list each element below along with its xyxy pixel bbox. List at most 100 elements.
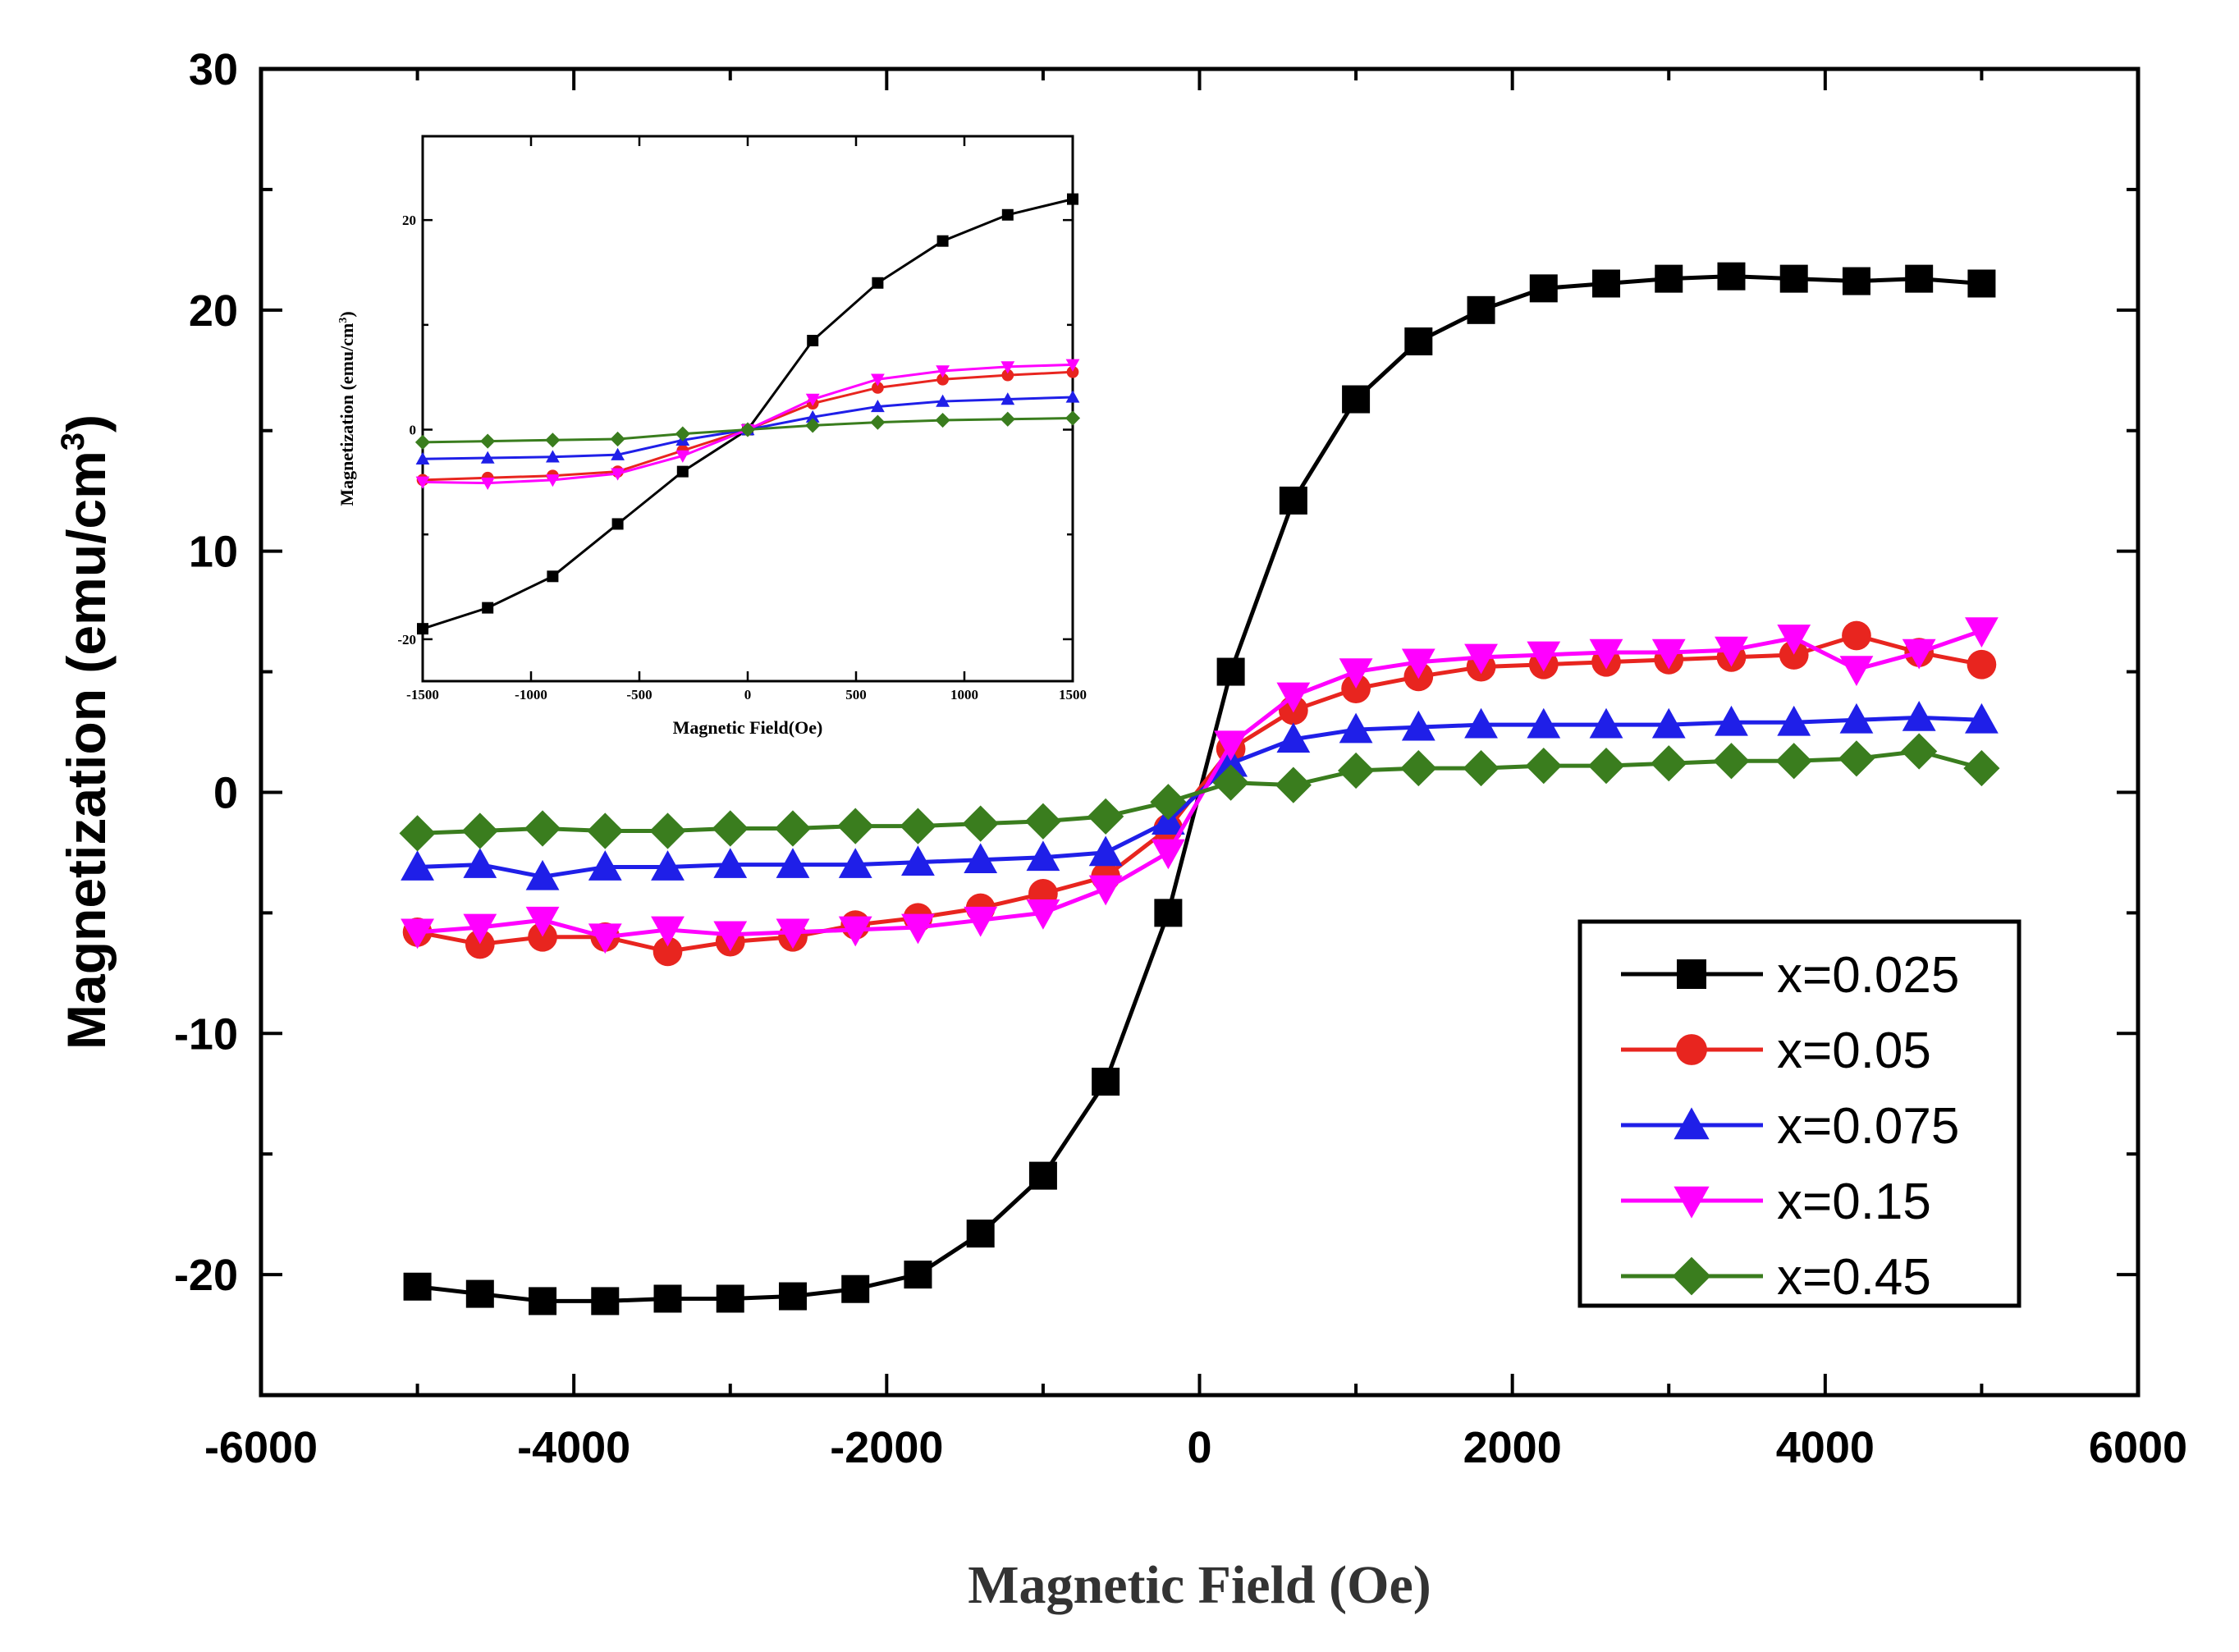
data-point <box>399 815 436 852</box>
series-line <box>417 749 1983 835</box>
data-point <box>778 1282 807 1311</box>
inset-data-point <box>805 418 821 433</box>
data-point <box>1339 658 1373 689</box>
data-point <box>1028 1161 1057 1190</box>
data-point <box>401 918 434 950</box>
inset-data-point <box>1000 392 1015 405</box>
inset-y-tick-label: 0 <box>410 423 417 438</box>
data-point <box>1775 743 1812 780</box>
data-point <box>1275 767 1312 803</box>
y-tick-label: 10 <box>189 528 238 577</box>
data-point <box>713 848 748 878</box>
inset-data-point <box>936 365 950 378</box>
data-point <box>776 918 810 950</box>
data-point <box>587 812 624 849</box>
data-point <box>651 850 685 881</box>
data-point <box>1212 764 1249 801</box>
data-point <box>1651 638 1686 670</box>
data-point <box>529 1287 557 1316</box>
inset-data-point <box>676 465 689 478</box>
inset-data-point <box>1000 411 1015 427</box>
inset-x-tick-label: 1000 <box>950 687 978 702</box>
inset-data-point <box>611 518 624 530</box>
data-point <box>713 921 748 952</box>
inset-y-axis-title-sup: 3 <box>337 318 350 323</box>
inset-data-point <box>807 335 819 346</box>
legend-marker <box>1676 1034 1707 1065</box>
data-point <box>1967 269 1996 298</box>
data-point <box>1839 656 1874 687</box>
inset-data-point <box>480 477 495 491</box>
inset-data-point <box>415 476 430 489</box>
data-point <box>588 850 622 881</box>
data-point <box>1842 620 1871 651</box>
inset-data-point <box>1001 208 1014 221</box>
data-point <box>1839 702 1874 734</box>
inset-data-point <box>610 431 625 447</box>
data-point <box>1965 702 1999 734</box>
x-tick-label: -2000 <box>830 1423 943 1472</box>
inset-data-point <box>1066 365 1079 378</box>
data-point <box>1779 640 1809 670</box>
data-point <box>716 1284 744 1313</box>
data-point <box>1088 835 1123 867</box>
data-point <box>1150 784 1187 821</box>
y-axis-title-sup: 3 <box>55 432 91 451</box>
x-tick-label: 0 <box>1187 1423 1211 1472</box>
inset-data-point <box>871 400 885 413</box>
data-point <box>837 808 874 844</box>
data-point <box>901 845 935 876</box>
x-tick-label: 4000 <box>1776 1423 1875 1472</box>
data-point <box>1905 264 1934 293</box>
data-point <box>1713 743 1750 780</box>
legend-marker <box>1674 1107 1710 1140</box>
data-point <box>1026 899 1060 930</box>
y-axis-title-main: Magnetization (emu/cm <box>56 451 117 1050</box>
data-point <box>1216 657 1245 686</box>
inset-y-tick-label: -20 <box>397 632 416 648</box>
data-point <box>524 810 561 847</box>
data-point <box>1901 733 1938 770</box>
data-point <box>591 1287 620 1316</box>
data-point <box>1400 749 1437 787</box>
data-point <box>1151 839 1185 870</box>
inset-data-point <box>546 474 560 487</box>
data-point <box>1154 899 1183 927</box>
data-point <box>1088 875 1123 906</box>
data-point <box>1529 274 1558 303</box>
data-point <box>1777 625 1811 655</box>
legend-label: x=0.15 <box>1777 1174 1931 1230</box>
inset-data-point <box>872 277 884 289</box>
inset-data-point <box>482 602 494 614</box>
data-point <box>964 906 998 937</box>
data-point <box>1401 710 1435 741</box>
x-tick-label: -6000 <box>204 1423 318 1472</box>
inset-data-point <box>611 468 625 481</box>
data-point <box>1401 648 1435 680</box>
x-tick-label: 2000 <box>1463 1423 1562 1472</box>
data-point <box>1342 385 1371 414</box>
inset-y-axis-title-main: Magnetization (emu/cm <box>337 323 357 506</box>
x-axis-title: Magnetic Field (Oe) <box>968 1555 1431 1615</box>
data-point <box>838 916 872 947</box>
data-point <box>1467 295 1495 324</box>
data-point <box>525 859 560 890</box>
data-point <box>1404 327 1433 356</box>
x-tick-label: -4000 <box>517 1423 630 1472</box>
inset-x-axis-title: Magnetic Field(Oe) <box>673 717 823 738</box>
y-axis-title-close: ) <box>56 414 117 432</box>
data-point <box>966 1220 995 1248</box>
inset-plot: -1500 -1000 -500 0 500 1000 1500 -20 0 20 Magnetic… <box>337 135 1087 738</box>
inset-y-axis-title-close: ) <box>337 311 357 317</box>
data-point <box>465 929 495 959</box>
data-point <box>1092 1068 1120 1096</box>
y-tick-label: 30 <box>189 45 238 94</box>
inset-x-tick-label: -500 <box>626 687 652 702</box>
inset-data-point <box>546 450 560 463</box>
data-point <box>1587 748 1625 785</box>
y-tick-label: -10 <box>174 1009 238 1059</box>
inset-data-point <box>871 373 885 387</box>
data-point <box>1655 264 1683 293</box>
data-point <box>1279 486 1307 515</box>
